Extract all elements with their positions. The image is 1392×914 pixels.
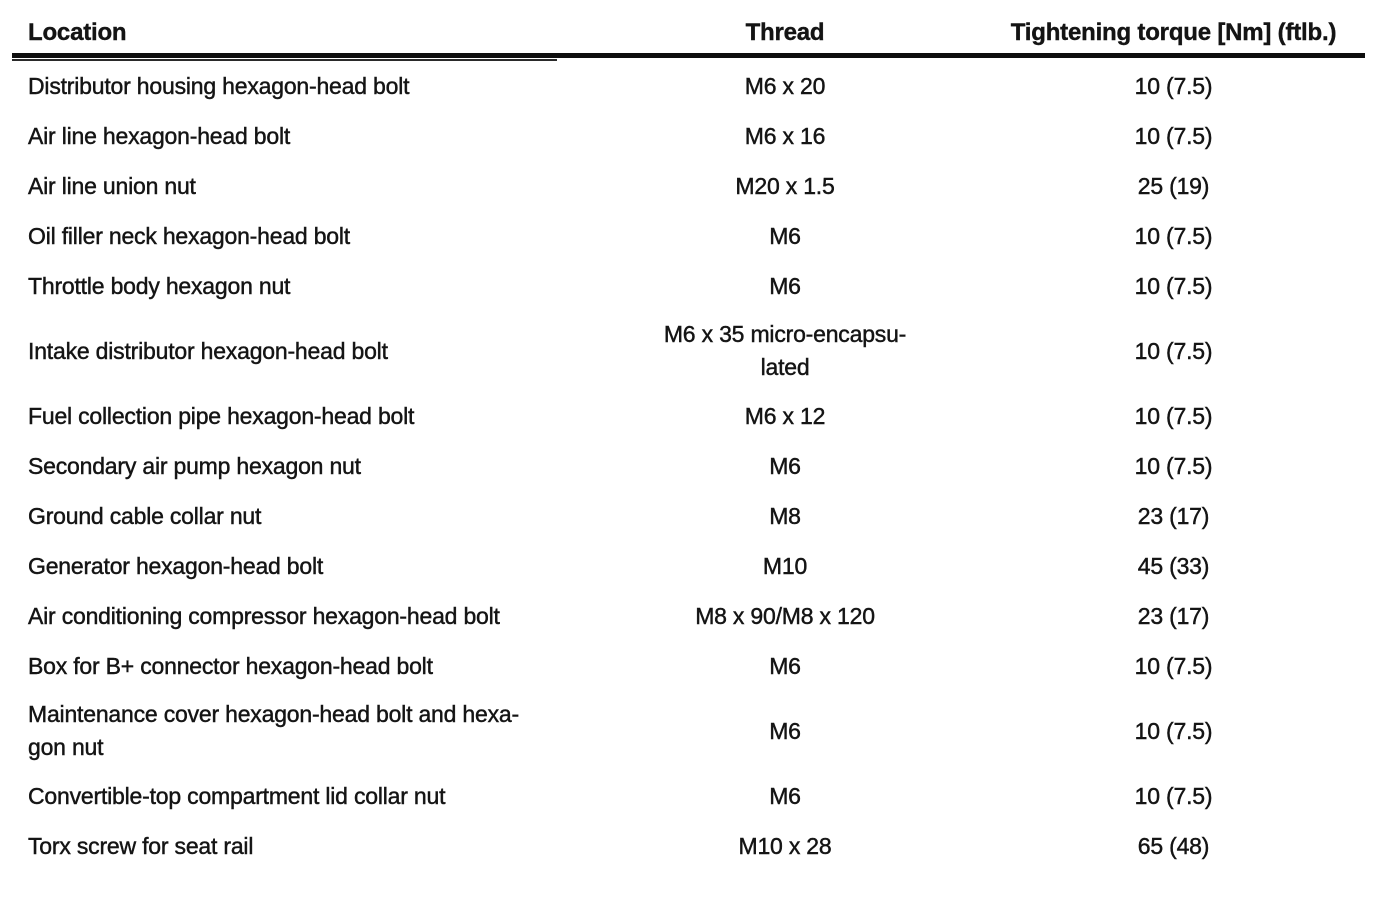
thread-cell: M6 — [769, 717, 801, 744]
column-header-thread: Thread — [745, 19, 825, 46]
header-rule-scan-artifact — [12, 59, 557, 61]
thread-cell: M6 x 12 — [744, 402, 826, 429]
torque-cell: 10 (7.5) — [1134, 402, 1213, 429]
torque-cell: 23 (17) — [1137, 502, 1210, 529]
torque-cell: 45 (33) — [1137, 552, 1210, 579]
torque-cell: 10 (7.5) — [1134, 222, 1213, 249]
thread-cell: M20 x 1.5 — [735, 172, 835, 199]
table-row: Maintenance cover hexagon-head bolt and … — [12, 691, 1365, 771]
column-header-torque: Tightening torque [Nm] (ftlb.) — [1010, 19, 1337, 46]
location-cell: Box for B+ connector hexagon-head bolt — [28, 652, 433, 679]
thread-cell: M6 x 20 — [744, 72, 826, 99]
location-cell: Air line union nut — [28, 172, 196, 199]
torque-cell: 10 (7.5) — [1134, 452, 1213, 479]
torque-cell: 10 (7.5) — [1134, 72, 1213, 99]
location-cell: Secondary air pump hexagon nut — [28, 452, 361, 479]
location-cell: Throttle body hexagon nut — [28, 272, 291, 299]
column-header-location: Location — [28, 19, 127, 46]
table-row: Convertible-top compartment lid collar n… — [12, 771, 1365, 821]
location-cell: Distributor housing hexagon-head bolt — [28, 72, 410, 99]
table-row: Air line union nut M20 x 1.5 25 (19) — [12, 161, 1365, 211]
location-cell: Air conditioning compressor hexagon-head… — [28, 602, 500, 629]
table-row: Throttle body hexagon nut M6 10 (7.5) — [12, 261, 1365, 311]
torque-cell: 10 (7.5) — [1134, 782, 1213, 809]
location-cell: Fuel collection pipe hexagon-head bolt — [28, 402, 415, 429]
torque-cell: 10 (7.5) — [1134, 337, 1213, 364]
location-cell: Generator hexagon-head bolt — [28, 552, 324, 579]
torque-cell: 10 (7.5) — [1134, 717, 1213, 744]
table-row: Ground cable collar nut M8 23 (17) — [12, 491, 1365, 541]
torque-cell: 10 (7.5) — [1134, 122, 1213, 149]
thread-cell: M6 — [769, 272, 801, 299]
thread-cell: M6 — [769, 222, 801, 249]
location-cell: Intake distributor hexagon-head bolt — [28, 337, 388, 364]
table-row: Generator hexagon-head bolt M10 45 (33) — [12, 541, 1365, 591]
header-rule — [12, 53, 1365, 58]
location-cell: Air line hexagon-head bolt — [28, 122, 291, 149]
table-row: Distributor housing hexagon-head bolt M6… — [12, 61, 1365, 111]
location-cell: Ground cable collar nut — [28, 502, 262, 529]
table-row: Fuel collection pipe hexagon-head bolt M… — [12, 391, 1365, 441]
thread-cell: M6 x 16 — [744, 122, 826, 149]
torque-cell: 10 (7.5) — [1134, 652, 1213, 679]
torque-cell: 10 (7.5) — [1134, 272, 1213, 299]
thread-cell: M8 — [769, 502, 801, 529]
torque-cell: 65 (48) — [1137, 832, 1210, 859]
table-body: Distributor housing hexagon-head bolt M6… — [12, 61, 1365, 871]
table-row: Air conditioning compressor hexagon-head… — [12, 591, 1365, 641]
torque-cell: 23 (17) — [1137, 602, 1210, 629]
location-cell: Maintenance cover hexagon-head bolt and … — [28, 701, 520, 760]
thread-cell: M6 x 35 micro-encapsu- lated — [663, 321, 907, 380]
thread-cell: M10 — [762, 552, 808, 579]
torque-table: Location Thread Tightening torque [Nm] (… — [12, 0, 1365, 871]
thread-cell: M6 — [769, 452, 801, 479]
table-row: Torx screw for seat rail M10 x 28 65 (48… — [12, 821, 1365, 871]
table-row: Oil filler neck hexagon-head bolt M6 10 … — [12, 211, 1365, 261]
thread-cell: M6 — [769, 652, 801, 679]
location-cell: Convertible-top compartment lid collar n… — [28, 782, 446, 809]
torque-cell: 25 (19) — [1137, 172, 1210, 199]
table-header-row: Location Thread Tightening torque [Nm] (… — [12, 0, 1365, 46]
table-row: Secondary air pump hexagon nut M6 10 (7.… — [12, 441, 1365, 491]
thread-cell: M8 x 90/M8 x 120 — [695, 602, 875, 629]
location-cell: Oil filler neck hexagon-head bolt — [28, 222, 351, 249]
thread-cell: M10 x 28 — [738, 832, 832, 859]
thread-cell: M6 — [769, 782, 801, 809]
table-row: Box for B+ connector hexagon-head bolt M… — [12, 641, 1365, 691]
location-cell: Torx screw for seat rail — [28, 832, 254, 859]
table-row: Intake distributor hexagon-head bolt M6 … — [12, 311, 1365, 391]
table-row: Air line hexagon-head bolt M6 x 16 10 (7… — [12, 111, 1365, 161]
